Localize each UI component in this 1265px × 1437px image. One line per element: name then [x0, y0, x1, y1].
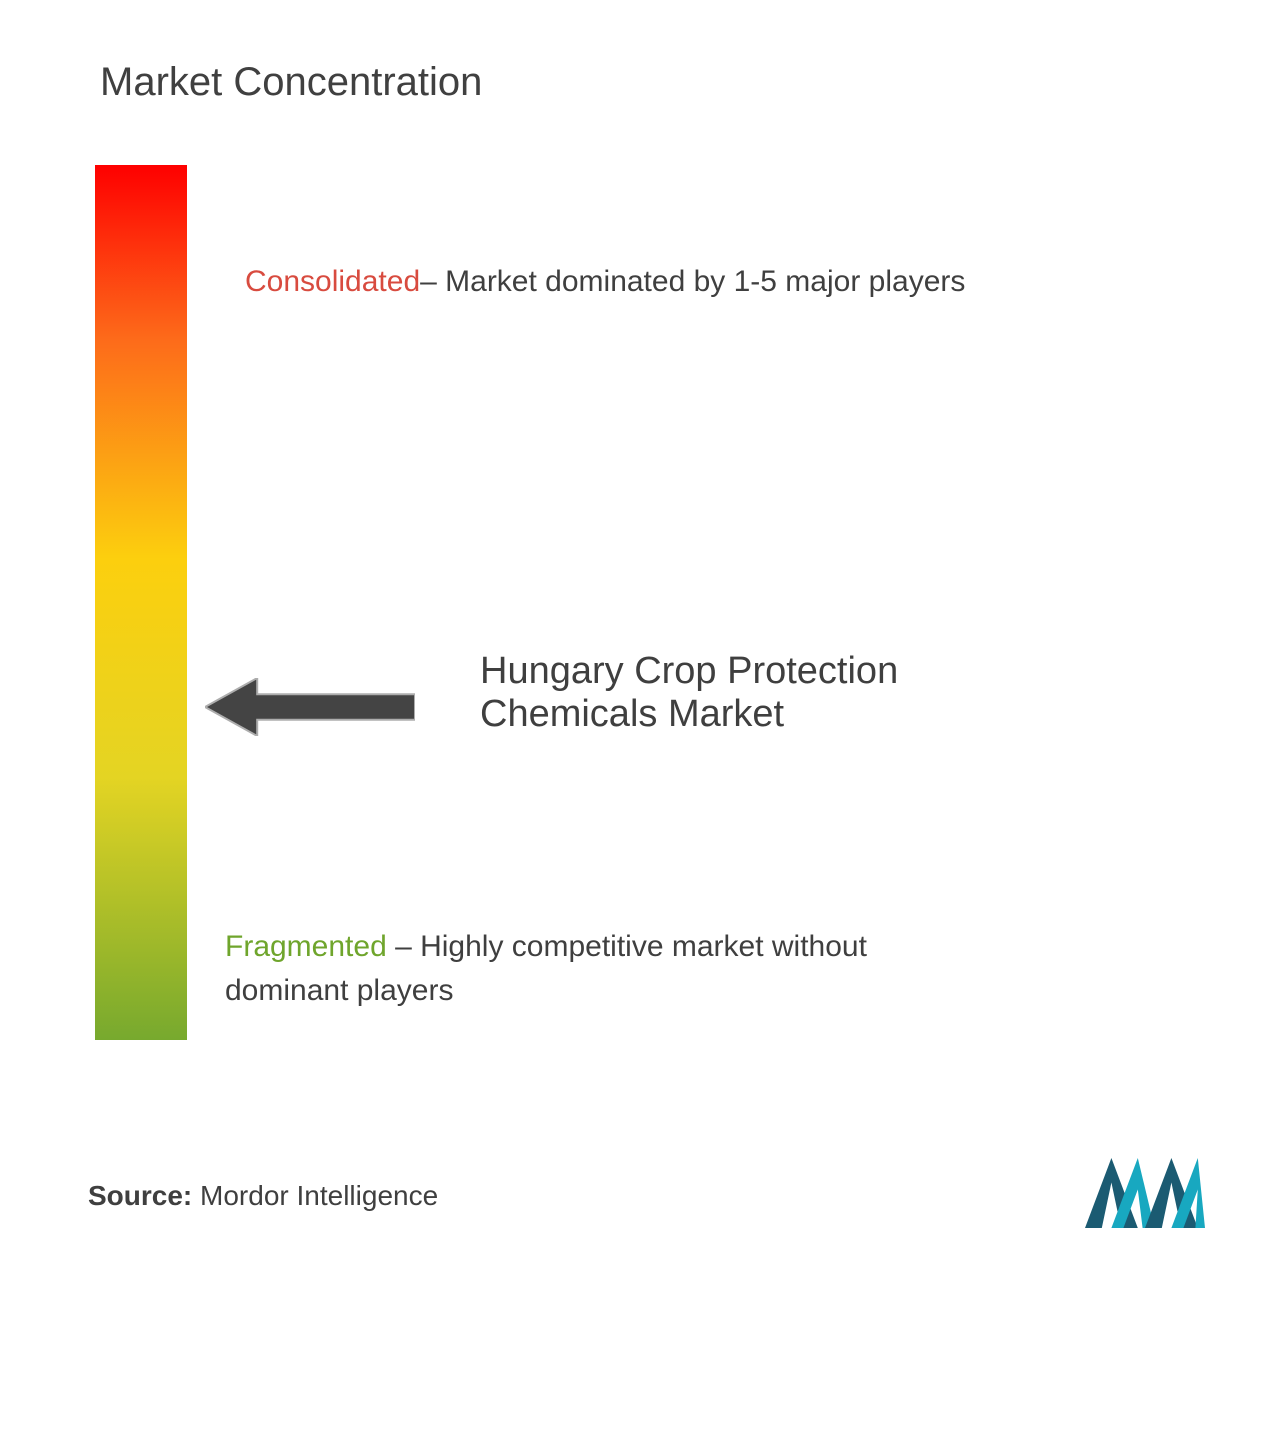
concentration-gradient-bar [95, 165, 187, 1040]
mordor-logo-icon [1085, 1158, 1205, 1228]
market-name-label: Hungary Crop Protection Chemicals Market [480, 650, 1020, 736]
source-attribution: Source: Mordor Intelligence [88, 1180, 438, 1212]
consolidated-highlight: Consolidated [245, 265, 420, 298]
consolidated-label: Consolidated– Market dominated by 1-5 ma… [245, 260, 965, 304]
page-title: Market Concentration [100, 60, 482, 105]
source-name: Mordor Intelligence [200, 1180, 438, 1211]
fragmented-label: Fragmented – Highly competitive market w… [225, 925, 965, 1012]
fragmented-highlight: Fragmented [225, 930, 387, 963]
infographic-canvas: Market Concentration Consolidated– Marke… [0, 0, 1265, 1437]
source-label: Source: [88, 1180, 200, 1211]
consolidated-description: – Market dominated by 1-5 major players [420, 265, 965, 298]
indicator-arrow [205, 678, 415, 736]
